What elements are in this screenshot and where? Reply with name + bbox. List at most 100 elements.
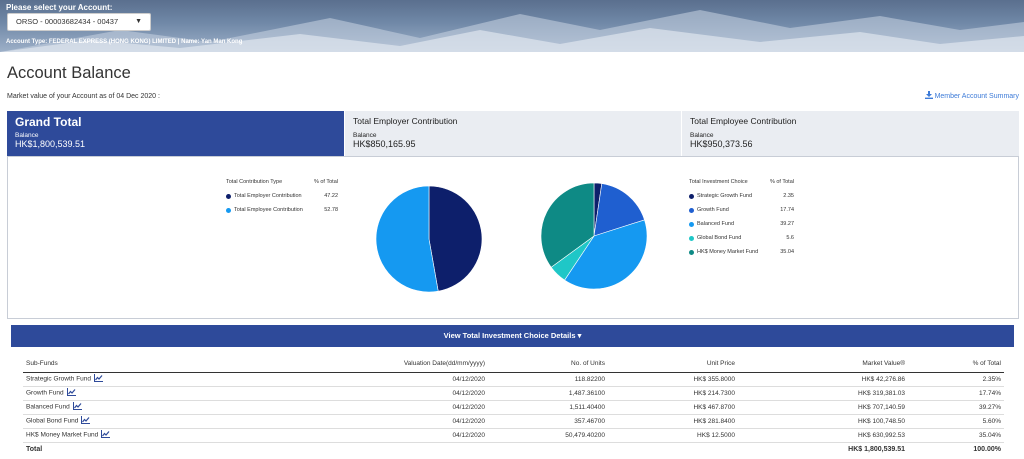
line-chart-icon[interactable] xyxy=(72,402,82,412)
legend-header-name: Total Contribution Type xyxy=(226,179,283,185)
pie-slice[interactable] xyxy=(428,186,483,292)
legend-item-name: Strategic Growth Fund xyxy=(697,193,753,199)
legend-item: Total Employer Contribution 47.22 xyxy=(226,189,338,203)
line-chart-icon[interactable] xyxy=(94,374,104,384)
percent-of-total: 2.35% xyxy=(982,375,1001,383)
download-icon xyxy=(924,91,933,101)
legend-swatch xyxy=(226,193,231,199)
legend-item: Global Bond Fund 5.6 xyxy=(689,231,794,245)
chart-panel: Total Contribution Type % of Total Total … xyxy=(7,156,1019,319)
tab-total-employee-contribution[interactable]: Total Employee Contribution Balance HK$9… xyxy=(682,111,1019,156)
legend-item: Growth Fund 17.74 xyxy=(689,203,794,217)
line-chart-icon[interactable] xyxy=(81,416,91,426)
table-row: HK$ Money Market Fund 04/12/2020 50,479.40… xyxy=(23,428,1004,443)
tab-balance-value: HK$950,373.56 xyxy=(690,139,753,149)
tab-title: Total Employer Contribution xyxy=(353,116,458,126)
legend-item: Strategic Growth Fund 2.35 xyxy=(689,189,794,203)
legend-item-pct: 39.27 xyxy=(780,221,794,227)
percent-of-total: 17.74% xyxy=(978,389,1001,397)
pie-slice[interactable] xyxy=(541,183,595,268)
legend-item: Total Employee Contribution 52.78 xyxy=(226,203,338,217)
tab-title: Total Employee Contribution xyxy=(690,116,797,126)
units: 1,487.36100 xyxy=(568,389,605,397)
account-select-label: Please select your Account: xyxy=(6,3,113,12)
total-market-value: HK$ 1,800,539.51 xyxy=(738,441,908,457)
tab-balance-label: Balance xyxy=(15,132,39,139)
pie-slice[interactable] xyxy=(593,183,645,237)
tab-total-employer-contribution[interactable]: Total Employer Contribution Balance HK$8… xyxy=(345,111,681,156)
column-header: Unit Price xyxy=(608,355,738,373)
valuation-date: 04/12/2020 xyxy=(452,375,485,383)
sub-fund-name: HK$ Money Market Fund xyxy=(26,431,99,439)
valuation-date: 04/12/2020 xyxy=(452,389,485,397)
account-select[interactable]: ORSO - 00003682434 - 00437 ▼ xyxy=(7,13,151,31)
legend-item-name: HK$ Money Market Fund xyxy=(697,249,759,255)
mountain-background xyxy=(0,10,1024,52)
legend-item-name: Total Employer Contribution xyxy=(234,193,302,199)
units: 1,511.40400 xyxy=(569,403,605,411)
legend-swatch xyxy=(689,235,694,241)
legend-item-pct: 47.22 xyxy=(324,193,338,199)
caret-down-icon: ▼ xyxy=(135,18,142,25)
sub-funds-table: Sub-Funds Valuation Date(dd/mm/yyyy) No.… xyxy=(23,355,1004,457)
market-value-text: Market value of your Account as of 04 De… xyxy=(7,93,160,100)
line-chart-icon[interactable] xyxy=(101,430,111,440)
sub-fund-name: Growth Fund xyxy=(26,389,64,397)
table-row: Global Bond Fund 04/12/2020 357.46700 HK$ 2… xyxy=(23,414,1004,429)
table-row: Growth Fund 04/12/2020 1,487.36100 HK$ 214.… xyxy=(23,386,1004,401)
pie-slice[interactable] xyxy=(376,186,439,293)
tab-balance-label: Balance xyxy=(353,132,377,139)
legend-header-pct: % of Total xyxy=(313,179,338,185)
column-header: % of Total xyxy=(908,355,1004,373)
view-investment-details-label: View Total Investment Choice Details xyxy=(443,331,576,340)
member-account-summary-link[interactable]: Member Account Summary xyxy=(924,91,1019,101)
unit-price: HK$ 281.8400 xyxy=(693,417,735,425)
column-header: Valuation Date(dd/mm/yyyy) xyxy=(158,355,488,373)
table-total-row: Total HK$ 1,800,539.51 100.00% xyxy=(23,441,1004,457)
column-header: No. of Units xyxy=(488,355,608,373)
column-header: Sub-Funds xyxy=(23,355,158,373)
line-chart-icon[interactable] xyxy=(66,388,76,398)
unit-price: HK$ 355.8000 xyxy=(693,375,735,383)
percent-of-total: 5.60% xyxy=(982,417,1001,425)
percent-of-total: 39.27% xyxy=(978,403,1001,411)
caret-down-icon: ▾ xyxy=(577,331,582,340)
legend-item-pct: 5.6 xyxy=(786,235,794,241)
market-value: HK$ 42,276.86 xyxy=(861,375,905,383)
tab-balance-label: Balance xyxy=(690,132,714,139)
member-account-summary-label: Member Account Summary xyxy=(934,92,1019,100)
legend-item-pct: 2.35 xyxy=(783,193,794,199)
legend-item-name: Global Bond Fund xyxy=(697,235,742,241)
market-value: HK$ 707,140.59 xyxy=(858,403,905,411)
market-value: HK$ 100,748.50 xyxy=(858,417,905,425)
account-select-value: ORSO - 00003682434 - 00437 xyxy=(16,17,119,26)
sub-fund-name: Strategic Growth Fund xyxy=(26,375,92,383)
pie-slice[interactable] xyxy=(564,219,648,290)
legend-swatch xyxy=(226,207,231,213)
tab-balance-value: HK$850,165.95 xyxy=(353,139,416,149)
total-label: Total xyxy=(23,441,158,457)
legend-swatch xyxy=(689,193,694,199)
tab-grand-total[interactable]: Grand Total Balance HK$1,800,539.51 xyxy=(7,111,344,156)
market-value: HK$ 319,381.03 xyxy=(858,389,905,397)
legend-item: HK$ Money Market Fund 35.04 xyxy=(689,245,794,259)
valuation-date: 04/12/2020 xyxy=(452,403,485,411)
legend-item-name: Growth Fund xyxy=(697,207,729,213)
table-row: Balanced Fund 04/12/2020 1,511.40400 HK$ 46… xyxy=(23,400,1004,415)
header-banner: Please select your Account: ORSO - 00003… xyxy=(0,0,1024,52)
column-header: Market Value® xyxy=(738,355,908,373)
legend-item-name: Total Employee Contribution xyxy=(234,207,303,213)
legend-swatch xyxy=(689,221,694,227)
legend-item-pct: 17.74 xyxy=(780,207,794,213)
sub-fund-name: Global Bond Fund xyxy=(26,417,79,425)
legend-item: Balanced Fund 39.27 xyxy=(689,217,794,231)
view-investment-details-button[interactable]: View Total Investment Choice Details ▾ xyxy=(11,325,1014,347)
unit-price: HK$ 467.8700 xyxy=(693,403,735,411)
page-title: Account Balance xyxy=(7,64,131,82)
legend-swatch xyxy=(689,207,694,213)
legend-item-pct: 35.04 xyxy=(780,249,794,255)
contribution-pie-chart xyxy=(376,186,483,293)
unit-price: HK$ 12.5000 xyxy=(697,431,735,439)
valuation-date: 04/12/2020 xyxy=(452,417,485,425)
tab-title: Grand Total xyxy=(15,115,82,129)
